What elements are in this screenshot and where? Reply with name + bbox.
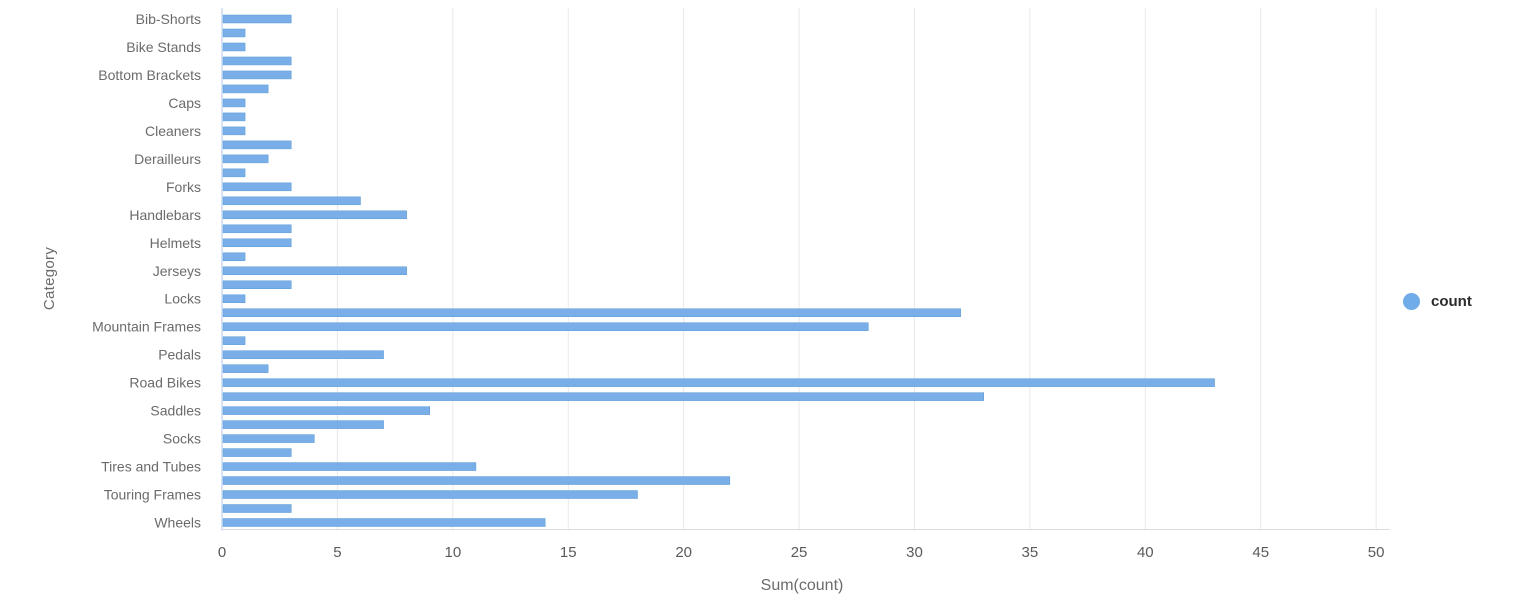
y-category-label-mountain-frames: Mountain Frames (92, 319, 201, 335)
bar-handlebars-2[interactable] (222, 224, 292, 234)
legend-label: count (1431, 293, 1472, 310)
bar-bike-stands-1[interactable] (222, 42, 246, 52)
x-tick-label-15: 15 (560, 544, 577, 561)
y-category-label-saddles: Saddles (150, 403, 201, 419)
bar-pedals-2[interactable] (222, 364, 269, 373)
bar-tires-and-tubes-2[interactable] (222, 476, 731, 485)
y-category-label-bottom-brackets: Bottom Brackets (98, 67, 201, 83)
bar-road-bikes-2[interactable] (222, 392, 984, 401)
y-category-label-helmets: Helmets (150, 235, 201, 251)
bar-bike-stands-2[interactable] (222, 56, 292, 66)
bar-jerseys-1[interactable] (222, 266, 407, 275)
bar-forks-1[interactable] (222, 182, 292, 192)
y-category-label-bike-stands: Bike Stands (126, 39, 201, 55)
bar-road-bikes-1[interactable] (222, 378, 1215, 387)
bar-socks-2[interactable] (222, 448, 292, 457)
bar-caps-2[interactable] (222, 112, 246, 122)
x-tick-label-30: 30 (906, 544, 923, 561)
x-axis-title: Sum(count) (760, 577, 844, 594)
bar-touring-frames-2[interactable] (222, 504, 292, 513)
bar-bottom-brackets-1[interactable] (222, 70, 292, 80)
x-tick-label-25: 25 (791, 544, 808, 561)
legend-item-count[interactable]: count (1403, 293, 1472, 310)
y-category-label-pedals: Pedals (158, 347, 201, 363)
bar-jerseys-2[interactable] (222, 280, 292, 289)
y-category-label-cleaners: Cleaners (145, 123, 201, 139)
bar-forks-2[interactable] (222, 196, 361, 206)
x-tick-label-10: 10 (444, 544, 461, 561)
bar-cleaners-2[interactable] (222, 140, 292, 150)
bar-derailleurs-2[interactable] (222, 168, 246, 178)
y-category-label-derailleurs: Derailleurs (134, 151, 201, 167)
bar-handlebars-1[interactable] (222, 210, 407, 220)
y-category-label-wheels: Wheels (154, 515, 201, 531)
y-axis-title: Category (41, 246, 59, 311)
y-category-label-locks: Locks (164, 291, 201, 307)
bar-pedals-1[interactable] (222, 350, 384, 359)
bar-tires-and-tubes-1[interactable] (222, 462, 477, 471)
bar-helmets-2[interactable] (222, 252, 246, 262)
bar-mountain-frames-2[interactable] (222, 336, 246, 345)
y-category-label-handlebars: Handlebars (129, 207, 201, 223)
bar-helmets-1[interactable] (222, 238, 292, 248)
legend-marker-icon (1403, 293, 1420, 310)
x-tick-label-50: 50 (1368, 544, 1385, 561)
bar-saddles-2[interactable] (222, 420, 384, 429)
bar-locks-2[interactable] (222, 308, 961, 317)
bar-saddles-1[interactable] (222, 406, 430, 415)
y-category-label-tires-and-tubes: Tires and Tubes (101, 459, 201, 475)
bar-mountain-frames-1[interactable] (222, 322, 869, 331)
bar-cleaners-1[interactable] (222, 126, 246, 136)
x-tick-label-20: 20 (675, 544, 692, 561)
y-category-label-socks: Socks (163, 431, 201, 447)
x-tick-label-0: 0 (218, 544, 226, 561)
bar-socks-1[interactable] (222, 434, 315, 443)
x-tick-label-40: 40 (1137, 544, 1154, 561)
bar-bottom-brackets-2[interactable] (222, 84, 269, 94)
y-category-label-bib-shorts: Bib-Shorts (136, 11, 201, 27)
x-tick-label-35: 35 (1022, 544, 1039, 561)
y-category-label-jerseys: Jerseys (153, 263, 201, 279)
bar-caps-1[interactable] (222, 98, 246, 108)
bar-locks-1[interactable] (222, 294, 246, 303)
x-tick-label-5: 5 (333, 544, 341, 561)
y-category-label-road-bikes: Road Bikes (129, 375, 201, 391)
bar-touring-frames-1[interactable] (222, 490, 638, 499)
y-category-label-caps: Caps (168, 95, 201, 111)
y-category-label-touring-frames: Touring Frames (104, 487, 201, 503)
x-tick-label-45: 45 (1252, 544, 1269, 561)
bar-wheels-1[interactable] (222, 518, 546, 527)
bar-bib-shorts-2[interactable] (222, 28, 246, 38)
bar-derailleurs-1[interactable] (222, 154, 269, 164)
y-category-label-forks: Forks (166, 179, 201, 195)
bar-bib-shorts-1[interactable] (222, 14, 292, 24)
